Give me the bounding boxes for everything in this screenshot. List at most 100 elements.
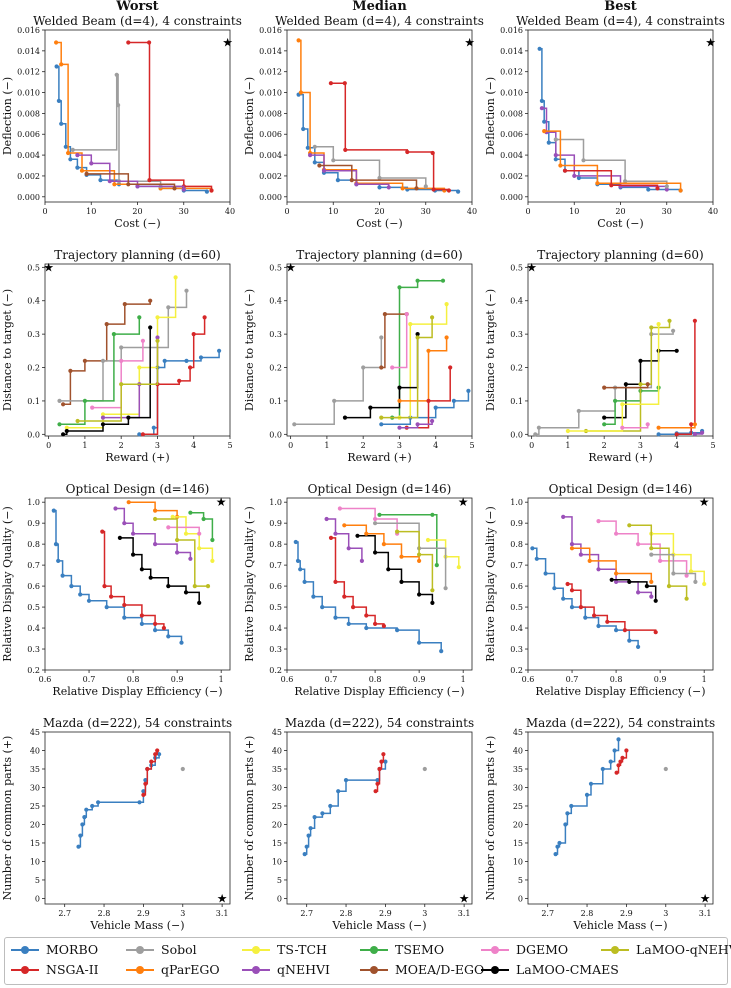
series-sobol (533, 328, 676, 437)
data-point (153, 516, 158, 522)
x-tick-label: 0.8 (127, 675, 140, 684)
legend-marker (611, 946, 619, 954)
series-line (563, 516, 653, 597)
data-point (76, 844, 81, 849)
reference-point-star-icon: ★ (459, 891, 470, 905)
data-point (689, 422, 694, 427)
data-point (618, 759, 623, 764)
data-point (197, 531, 202, 536)
reference-point-star-icon: ★ (526, 260, 537, 274)
series-sobol (180, 766, 185, 772)
series-line (63, 300, 151, 406)
y-tick-label: 40 (272, 746, 282, 755)
data-point (596, 623, 601, 629)
y-tick-label: 0.002 (259, 172, 282, 181)
data-point (57, 398, 62, 403)
y-tick-label: 0.6 (510, 582, 523, 591)
data-point (620, 402, 625, 407)
legend-label: TS-TCH (277, 942, 327, 957)
x-tick-label: 2.8 (98, 909, 111, 918)
series-nsga-ii (328, 81, 451, 193)
data-point (404, 312, 409, 317)
panel-trajectory-worst: Trajectory planning (d=60) 0 1 2 3 4 5 0.0 0.1 0.… (1, 248, 233, 464)
data-point (596, 519, 601, 524)
x-tick-label: 40 (467, 207, 477, 216)
data-point (148, 325, 153, 330)
y-tick-label: 0.6 (27, 582, 40, 591)
data-point (386, 185, 391, 190)
axes-frame (286, 497, 473, 671)
panel-welded-best: Welded Beam (d=4), 4 constraints 0 10 20 30 4… (484, 14, 725, 230)
y-tick-label: 0.4 (27, 624, 40, 633)
x-tick-label: 2.7 (541, 909, 554, 918)
data-point (342, 594, 347, 599)
panel-title: Welded Beam (d=4), 4 constraints (516, 14, 725, 28)
data-point (578, 552, 584, 557)
data-point (688, 569, 694, 574)
x-axis-label: Vehicle Mass (−) (89, 919, 184, 932)
series-nsga-ii (140, 315, 207, 437)
data-point (417, 592, 422, 597)
data-point (153, 628, 158, 633)
data-point (622, 628, 628, 633)
data-point (381, 542, 386, 547)
data-point (466, 388, 471, 393)
y-tick-label: 0.5 (510, 603, 523, 612)
series-nsga-ii (141, 748, 160, 798)
data-point (75, 165, 80, 170)
data-point (569, 546, 575, 551)
data-point (614, 628, 619, 633)
y-axis-label: Deflection (−) (484, 77, 497, 155)
data-point (627, 579, 632, 585)
x-tick-label: 20 (132, 207, 142, 216)
data-point (202, 315, 207, 320)
series-qnehvi (692, 430, 705, 437)
x-tick-label: 0.9 (171, 675, 184, 684)
data-point (415, 335, 420, 340)
data-point (644, 584, 650, 589)
data-point (399, 579, 404, 585)
y-tick-label: 0.9 (269, 519, 282, 528)
data-point (553, 153, 558, 158)
series-lamoo-cmaes (117, 535, 202, 606)
data-point (78, 833, 83, 838)
data-point (600, 766, 605, 772)
data-point (80, 822, 85, 827)
data-point (183, 531, 189, 536)
x-tick-label: 20 (374, 207, 384, 216)
data-point (51, 508, 56, 513)
data-point (333, 579, 338, 585)
series-line (128, 41, 213, 191)
reference-point-star-icon: ★ (699, 495, 710, 509)
y-tick-label: 35 (30, 765, 40, 774)
series-tsemo (57, 315, 142, 427)
data-point (627, 523, 632, 528)
series-line (190, 511, 214, 540)
data-point (66, 150, 71, 156)
data-point (333, 615, 338, 620)
data-point (645, 422, 650, 427)
y-axis-label: Number of common parts (+) (243, 736, 256, 901)
y-tick-label: 0.3 (27, 330, 40, 339)
series-lamoo-qnehvi (583, 318, 672, 434)
data-point (306, 833, 311, 838)
y-tick-label: 0.006 (500, 130, 523, 139)
x-tick-label: 2.8 (340, 909, 353, 918)
data-point (173, 275, 178, 280)
x-tick-label: 0.6 (39, 675, 52, 684)
data-point (584, 792, 590, 798)
y-tick-label: 0.014 (17, 47, 40, 56)
data-point (59, 62, 64, 67)
data-point (405, 149, 410, 155)
data-point (86, 598, 92, 603)
data-point (383, 759, 388, 764)
x-tick-label: 3.1 (458, 909, 471, 918)
y-tick-label: 1.0 (269, 498, 282, 507)
data-point (117, 535, 122, 541)
series-qnehvi (324, 516, 364, 564)
x-tick-label: 0 (284, 207, 289, 216)
series-dgemo (90, 338, 145, 410)
data-point (328, 803, 333, 809)
data-point (145, 766, 150, 772)
data-point (426, 348, 431, 353)
